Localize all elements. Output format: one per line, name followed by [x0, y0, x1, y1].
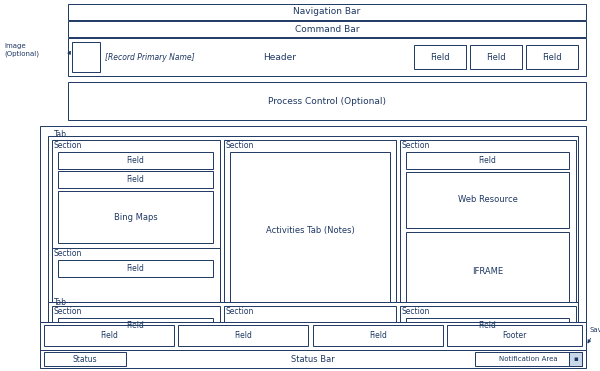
Bar [68, 4, 586, 20]
Text: Section: Section [54, 141, 82, 150]
Bar [72, 42, 100, 72]
Text: Field: Field [479, 156, 496, 165]
Text: Process Control (Optional): Process Control (Optional) [268, 96, 386, 105]
Text: Section: Section [402, 141, 430, 150]
Bar [58, 318, 213, 334]
Bar [44, 325, 174, 346]
Bar [52, 140, 220, 314]
Text: Field: Field [127, 264, 145, 273]
Text: Field: Field [127, 175, 145, 184]
Text: [Record Primary Name]: [Record Primary Name] [105, 53, 194, 62]
Bar [48, 302, 578, 362]
Text: Bing Maps: Bing Maps [113, 213, 157, 221]
Text: Tab: Tab [54, 130, 67, 139]
Text: Header: Header [263, 53, 296, 62]
Bar [406, 152, 569, 169]
Bar [400, 306, 576, 358]
Bar [40, 126, 586, 322]
Text: Section: Section [226, 141, 254, 150]
Text: Footer: Footer [502, 331, 527, 340]
Bar [475, 352, 582, 366]
Bar [224, 306, 396, 358]
Bar [48, 136, 578, 318]
Text: Section: Section [54, 307, 82, 316]
Bar [68, 82, 586, 120]
Bar [569, 352, 582, 366]
Text: Field: Field [127, 156, 145, 165]
Text: ▪: ▪ [573, 356, 578, 362]
Bar [52, 306, 220, 358]
Bar [406, 318, 569, 334]
Text: Section: Section [226, 307, 254, 316]
Bar [40, 350, 586, 368]
Text: Field: Field [430, 53, 450, 62]
Bar [40, 322, 586, 350]
Bar [178, 325, 308, 346]
Bar [400, 140, 576, 314]
Text: Status Bar: Status Bar [291, 355, 335, 364]
Text: Field: Field [100, 331, 118, 340]
Text: Tab: Tab [54, 298, 67, 307]
Text: Section: Section [402, 307, 430, 316]
Bar [224, 140, 396, 314]
Text: Image
(Optional): Image (Optional) [4, 43, 39, 57]
Text: Navigation Bar: Navigation Bar [293, 7, 361, 16]
Bar [58, 260, 213, 277]
Text: Field: Field [127, 322, 145, 331]
Bar [406, 172, 569, 228]
Bar [313, 325, 443, 346]
Text: Status: Status [73, 355, 97, 364]
Text: Field: Field [542, 53, 562, 62]
Bar [526, 45, 578, 69]
Text: Save: Save [589, 327, 600, 333]
Bar [58, 171, 213, 188]
Bar [58, 191, 213, 243]
Bar [414, 45, 466, 69]
Text: Activities Tab (Notes): Activities Tab (Notes) [266, 227, 355, 236]
Bar [406, 232, 569, 310]
Bar [470, 45, 522, 69]
Text: Notification Area: Notification Area [499, 356, 558, 362]
Bar [52, 248, 220, 312]
Text: IFRAME: IFRAME [472, 266, 503, 276]
Text: Field: Field [369, 331, 387, 340]
Bar [68, 21, 586, 37]
Bar [58, 152, 213, 169]
Text: Field: Field [479, 322, 496, 331]
Bar [68, 38, 586, 76]
Text: Web Resource: Web Resource [458, 196, 517, 204]
Text: Field: Field [234, 331, 252, 340]
Bar [44, 352, 126, 366]
Bar [447, 325, 582, 346]
Text: Section: Section [54, 249, 82, 258]
Text: Field: Field [486, 53, 506, 62]
Text: Command Bar: Command Bar [295, 24, 359, 33]
Bar [230, 152, 390, 310]
